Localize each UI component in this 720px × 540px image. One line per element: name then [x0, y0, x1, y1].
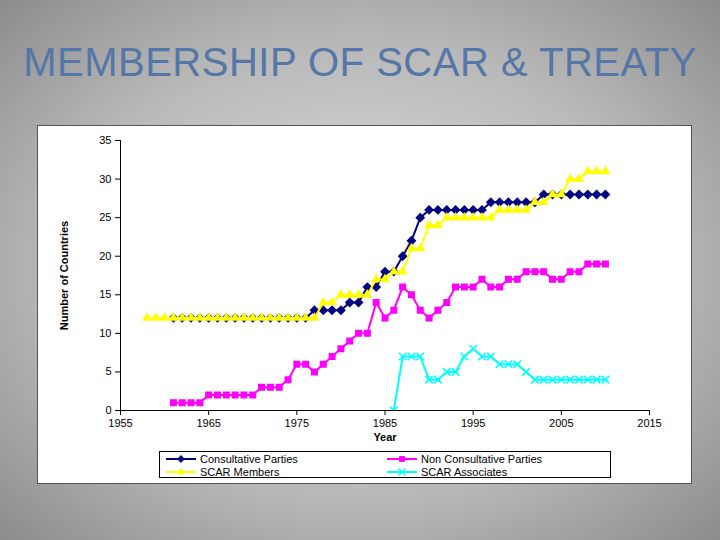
html-text:SCAR Members: SCAR Members: [200, 465, 280, 478]
svg-text:1995: 1995: [461, 417, 485, 429]
svg-text:Number of Countries: Number of Countries: [58, 221, 70, 330]
svg-text:20: 20: [99, 250, 111, 262]
svg-text:1985: 1985: [373, 417, 397, 429]
svg-text:30: 30: [99, 173, 111, 185]
html-text:MEMBERSHIP OF SCAR & TREATY: MEMBERSHIP OF SCAR & TREATY: [23, 40, 697, 84]
svg-text:35: 35: [99, 134, 111, 146]
svg-text:1955: 1955: [108, 417, 132, 429]
svg-text:1975: 1975: [285, 417, 309, 429]
html-text:Consultative Parties: Consultative Parties: [200, 452, 298, 465]
svg-text:0: 0: [105, 404, 111, 416]
svg-text:10: 10: [99, 327, 111, 339]
svg-text:25: 25: [99, 211, 111, 223]
html-text:Non Consultative Parties: Non Consultative Parties: [421, 452, 543, 465]
svg-text:2005: 2005: [549, 417, 573, 429]
html-text:SCAR Associates: SCAR Associates: [421, 465, 508, 478]
svg-text:2015: 2015: [637, 417, 661, 429]
svg-text:Year: Year: [373, 431, 397, 443]
svg-text:1965: 1965: [196, 417, 220, 429]
svg-text:5: 5: [105, 365, 111, 377]
svg-text:15: 15: [99, 288, 111, 300]
